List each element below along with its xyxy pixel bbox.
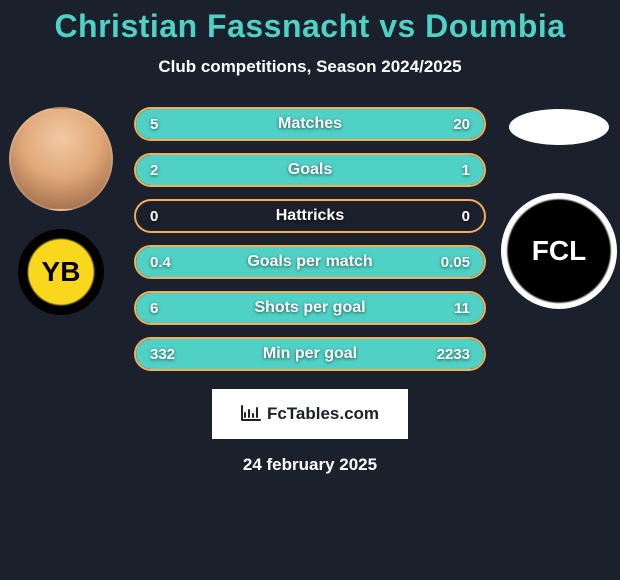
stat-label: Goals per match (247, 253, 372, 271)
club-left-abbrev: YB (42, 256, 81, 288)
stat-row: 2 1 Goals (134, 153, 486, 187)
chart-icon (241, 405, 261, 424)
stat-value-right: 11 (454, 300, 470, 317)
stat-value-left: 0 (150, 208, 158, 225)
stat-label: Goals (288, 161, 332, 179)
stat-value-right: 0 (462, 208, 470, 225)
page-title: Christian Fassnacht vs Doumbia (0, 8, 620, 45)
stat-row: 332 2233 Min per goal (134, 337, 486, 371)
subtitle: Club competitions, Season 2024/2025 (0, 57, 620, 77)
stat-row: 0.4 0.05 Goals per match (134, 245, 486, 279)
stat-label: Matches (278, 115, 342, 133)
stat-value-right: 1 (462, 162, 470, 179)
main-row: YB 5 20 Matches 2 1 Goals 0 0 Hattricks 0.4 0.05 Go… (0, 107, 620, 371)
stat-fill-left (136, 109, 206, 139)
stat-label: Shots per goal (254, 299, 365, 317)
stat-value-right: 2233 (437, 346, 470, 363)
stat-row: 5 20 Matches (134, 107, 486, 141)
club-left-logo: YB (18, 229, 104, 315)
left-player-column: YB (6, 107, 116, 315)
stat-fill-right (206, 109, 484, 139)
stat-fill-left (136, 155, 369, 185)
comparison-card: Christian Fassnacht vs Doumbia Club comp… (0, 0, 620, 580)
stat-value-left: 2 (150, 162, 158, 179)
date-line: 24 february 2025 (0, 455, 620, 475)
stat-value-left: 332 (150, 346, 175, 363)
player-left-photo (9, 107, 113, 211)
right-player-column: FCL (504, 107, 614, 309)
branding-badge: FcTables.com (212, 389, 408, 439)
stat-row: 0 0 Hattricks (134, 199, 486, 233)
club-right-logo: FCL (501, 193, 617, 309)
stat-value-left: 6 (150, 300, 158, 317)
stats-list: 5 20 Matches 2 1 Goals 0 0 Hattricks 0.4 0.05 Goals… (134, 107, 486, 371)
stat-value-right: 0.05 (441, 254, 470, 271)
stat-label: Hattricks (276, 207, 344, 225)
player-right-photo (509, 109, 609, 145)
stat-value-left: 5 (150, 116, 158, 133)
club-right-abbrev: FCL (532, 235, 586, 267)
stat-label: Min per goal (263, 345, 357, 363)
branding-text: FcTables.com (267, 404, 379, 424)
stat-value-left: 0.4 (150, 254, 171, 271)
stat-value-right: 20 (453, 116, 470, 133)
stat-row: 6 11 Shots per goal (134, 291, 486, 325)
